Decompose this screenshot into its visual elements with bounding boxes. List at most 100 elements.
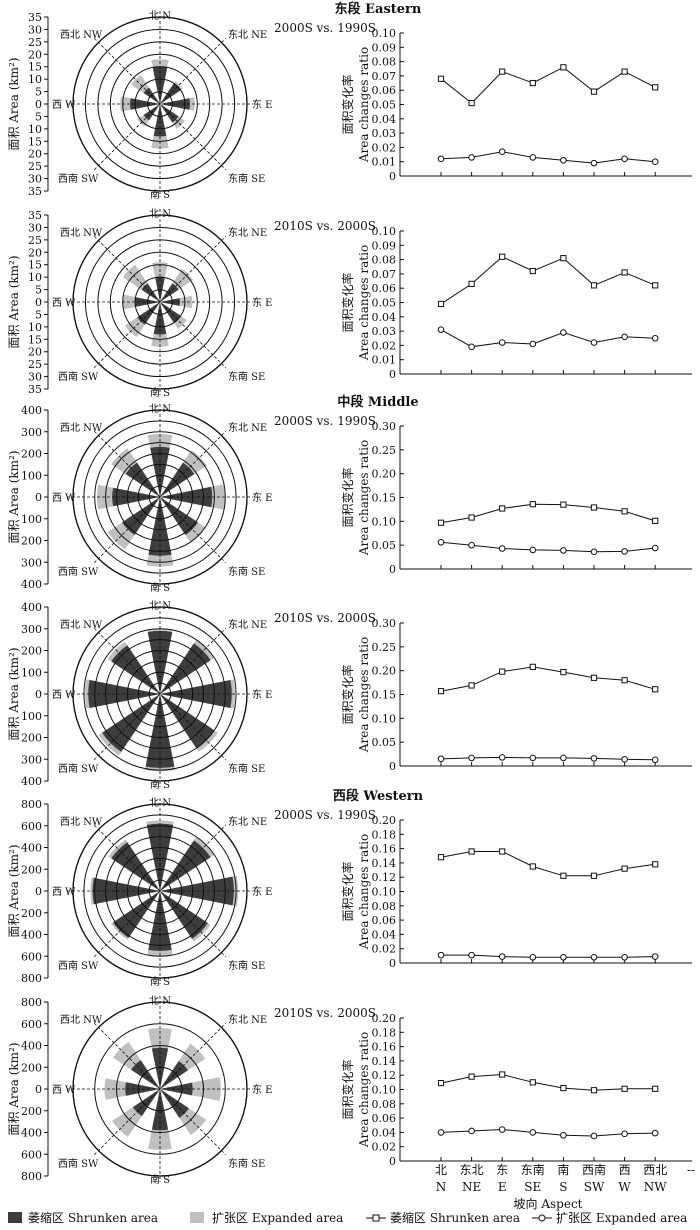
row3-rose-dir-SW: 西南 SW (58, 762, 99, 775)
row4-expanded-marker (437, 951, 445, 959)
row0-line-ytick-label: 0.08 (372, 56, 397, 69)
row4-shrunken-marker (590, 872, 598, 879)
row2-rose-shrunken-wedge-E (160, 486, 213, 508)
row4-expanded-marker (560, 953, 567, 961)
row4-comparison-label: 2000S vs. 1990S (274, 808, 376, 822)
row3-shrunken-marker (621, 677, 628, 684)
row5-expanded-marker (560, 1131, 567, 1139)
row3-rose-tick-label: 200 (21, 645, 42, 658)
row5-rose-shrunken-wedge-S (151, 1089, 169, 1131)
row4-rose-dir-N: 北 N (149, 797, 171, 809)
row3-shrunken-marker (437, 688, 445, 695)
row5-line-ytick-label: 0.20 (372, 1012, 397, 1025)
row0-rose-dir-SW: 西南 SW (58, 172, 99, 185)
row1-line-ytick-label: 0.01 (372, 354, 397, 367)
row4-expanded-marker (621, 953, 628, 961)
row1-shrunken-marker (468, 280, 475, 288)
row4-rose-dir-W: 西 W (52, 887, 76, 898)
row5-rose-tick-label: 600 (21, 1148, 42, 1161)
x-tick-cn-E: 东 (496, 1163, 508, 1177)
row3-line-ytick-label: 0.20 (372, 665, 397, 678)
row0-shrunken-marker (499, 68, 506, 75)
row5-expanded-line (440, 1128, 656, 1137)
row5-expanded-marker (437, 1129, 445, 1136)
row4-rose-dir-NE: 东北 NE (228, 815, 267, 828)
row3-expanded-line (440, 756, 656, 761)
row1-rose-tick-label: 5 (35, 308, 42, 321)
row0-rose-tick-label: 0 (35, 98, 42, 111)
row4-shrunken-marker (499, 848, 506, 855)
row4-rose-tick-label: 600 (21, 950, 42, 963)
row0-rose-tick-label: 25 (28, 36, 42, 49)
row1-rose-dir-NE: 东北 NE (228, 226, 267, 239)
x-tick-extra: -- (687, 1163, 695, 1177)
row5-expanded-marker (621, 1130, 628, 1138)
row1-shrunken-marker (437, 300, 445, 308)
row5-shrunken-marker (437, 1079, 445, 1087)
row2-expanded-marker (437, 539, 445, 546)
row5-rose-dir-SW: 西南 SW (58, 1157, 99, 1170)
row4-shrunken-marker (652, 861, 659, 868)
row2-rose-dir-NW: 西北 NW (60, 422, 103, 434)
row1-line-ytick-label: 0.10 (372, 225, 397, 238)
row4-expanded-marker (468, 951, 475, 959)
row1-rose-tick-label: 20 (28, 346, 42, 359)
row5-rose-dir-NW: 西北 NW (60, 1014, 103, 1026)
row1-rose-tick-label: 25 (28, 234, 42, 247)
row5-rose-tick-label: 200 (21, 1061, 42, 1074)
row4-rose-dir-SW: 西南 SW (58, 959, 99, 972)
legend-expanded-line-marker (538, 1214, 546, 1222)
row3-rose-tick-label: 300 (21, 753, 42, 766)
row0-comparison-label: 2000S vs. 1990S (274, 21, 376, 35)
legend-expanded-swatch (190, 1212, 204, 1223)
row0-rose-dir-NW: 西北 NW (60, 29, 103, 41)
row5-rose-shrunken-wedge-E (160, 1082, 193, 1096)
row2-rose-dir-NE: 东北 NE (228, 421, 267, 434)
row5-rose-dir-NE: 东北 NE (228, 1013, 267, 1026)
row4-rose-tick-label: 200 (21, 863, 42, 876)
row0-expanded-marker (437, 155, 445, 163)
row0-rose-shrunken-wedge-W (130, 98, 160, 110)
row4-rose-tick-label: 400 (21, 929, 42, 942)
row1-line-ytick-label: 0.05 (372, 297, 397, 310)
row1-expanded-line (440, 329, 656, 348)
row5-rose-tick-label: 600 (21, 1018, 42, 1031)
x-tick-en-S: S (559, 1180, 567, 1194)
row5-line-ytick-label: 0.12 (372, 1069, 397, 1082)
row2-line-ytick-label: 0.20 (372, 468, 397, 481)
row0-rose-tick-label: 15 (28, 61, 42, 74)
row1-shrunken-marker (529, 267, 536, 275)
row5-rose-dir-S: 南 S (150, 1173, 170, 1186)
row0-line-ytick-label: 0.07 (372, 70, 397, 83)
row0-shrunken-marker (652, 84, 659, 91)
row5-shrunken-marker (590, 1087, 598, 1094)
row5-rose-tick-label: 800 (21, 996, 42, 1009)
row2-expanded-marker (498, 545, 506, 552)
row5-line-ylabel-en: Area changes ratio (357, 1032, 371, 1148)
row5-shrunken-marker (529, 1079, 536, 1086)
row5-line-ytick-label: 0.02 (372, 1141, 397, 1154)
row0-rose-tick-label: 35 (28, 185, 42, 198)
row2-line-ylabel-en: Area changes ratio (357, 440, 371, 556)
row2-shrunken-marker (499, 505, 506, 512)
row5-line-ytick-label: 0.06 (372, 1112, 397, 1125)
row3-shrunken-marker (529, 663, 536, 670)
row3-shrunken-marker (652, 686, 659, 693)
row1-rose-direction-line (93, 235, 227, 369)
row1-line-ytick-label: 0.09 (372, 239, 397, 252)
row5-line-ytick-label: 0.08 (372, 1098, 397, 1111)
row1-rose-tick-label: 10 (28, 271, 42, 284)
row4-line-ytick-label: 0.08 (372, 900, 397, 913)
row4-rose-tick-label: 800 (21, 798, 42, 811)
row5-rose-shrunken-wedge-SE (160, 1089, 189, 1118)
row2-comparison-label: 2000S vs. 1990S (274, 414, 376, 428)
row4-expanded-marker (590, 953, 598, 961)
row1-rose-tick-label: 5 (35, 284, 42, 297)
row4-line-ytick-label: 0.20 (372, 814, 397, 827)
row3-expanded-marker (498, 754, 506, 761)
row3-line-ytick-label: 0.05 (372, 736, 397, 749)
x-tick-en-E: E (498, 1180, 507, 1194)
row4-line-ytick-label: 0.18 (372, 828, 397, 841)
row0-expanded-line (440, 151, 656, 164)
x-tick-en-SE: SE (524, 1180, 541, 1194)
